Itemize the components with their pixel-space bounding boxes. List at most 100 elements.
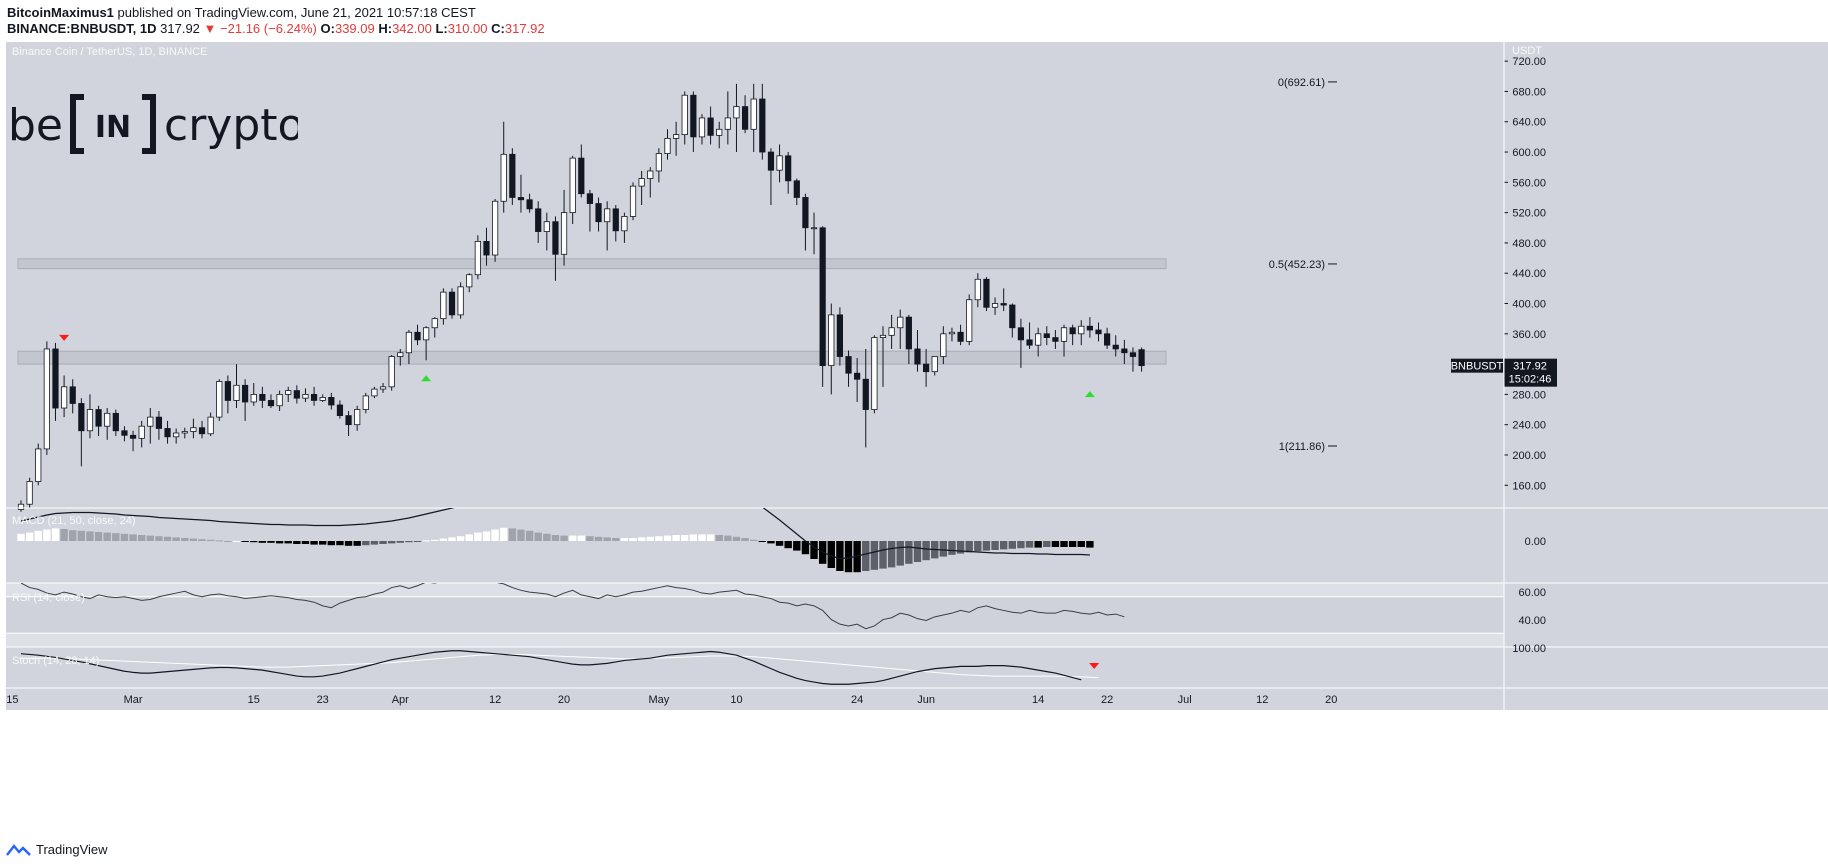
macd-histogram-bar	[448, 537, 456, 541]
bullish-marker-icon	[1084, 391, 1095, 398]
support-resistance-zone	[17, 258, 1167, 270]
candle-body	[147, 416, 154, 427]
candle-body	[207, 416, 214, 435]
price-chart[interactable]: 0(692.61) 0.5(452.23) 1(211.86) Binance Coi…	[0, 42, 1828, 838]
macd-histogram-bar	[396, 541, 404, 543]
time-axis-label: 24	[851, 694, 863, 706]
macd-histogram-bar	[525, 530, 534, 541]
macd-histogram-bar	[215, 540, 223, 542]
candle-body	[1112, 344, 1119, 350]
price-scale-label: 360.00	[1512, 329, 1546, 341]
macd-histogram-bar	[103, 532, 111, 541]
candle-body	[138, 425, 145, 439]
candle-body	[1069, 327, 1076, 335]
macd-histogram-bar	[413, 541, 422, 542]
beincrypto-logo: be IN crypto	[8, 94, 298, 154]
macd-histogram-bar	[293, 541, 301, 544]
macd-histogram-bar	[172, 537, 180, 541]
macd-histogram-bar	[456, 536, 465, 541]
candle-body	[569, 157, 576, 214]
author-name[interactable]: BitcoinMaximus1	[7, 5, 114, 20]
candle-body	[879, 334, 887, 338]
macd-histogram-bar	[250, 541, 258, 543]
candle-body	[586, 193, 594, 204]
macd-histogram-bar	[724, 535, 732, 541]
candle-body	[319, 397, 326, 401]
candle-body	[914, 348, 921, 365]
macd-histogram-bar	[25, 532, 34, 541]
macd-histogram-bar	[568, 535, 577, 541]
macd-histogram-bar	[681, 535, 689, 541]
time-axis-label: 20	[1325, 694, 1337, 706]
ohlc-line: BINANCE:BNBUSDT, 1D 317.92 ▼ −21.16 (−6.…	[7, 21, 545, 36]
candle-body	[466, 274, 473, 288]
low-value: 310.00	[447, 21, 488, 36]
high-value: 342.00	[392, 21, 432, 36]
time-axis-label: May	[648, 694, 669, 706]
stoch-k-line	[20, 650, 1082, 685]
symbol-badge-label: BNBUSDT	[1451, 361, 1504, 373]
macd-histogram-bar	[491, 529, 499, 541]
macd-histogram-bar	[86, 531, 94, 541]
candle-body	[604, 208, 611, 223]
macd-histogram-bar	[913, 541, 922, 562]
time-axis-label: 23	[317, 694, 329, 706]
macd-histogram-bar	[69, 530, 77, 541]
price-scale-label: 280.00	[1512, 389, 1546, 401]
macd-histogram-bar	[508, 528, 517, 541]
macd-histogram-bar	[379, 541, 387, 544]
macd-histogram-bar	[517, 529, 525, 541]
candle-body	[224, 381, 231, 401]
time-axis-label: 12	[1256, 694, 1268, 706]
bullish-marker-icon	[421, 375, 432, 382]
macd-histogram-bar	[939, 541, 948, 557]
candle-body	[690, 94, 697, 138]
candle-body	[129, 434, 137, 439]
price-scale-label: 560.00	[1512, 177, 1546, 189]
candle-body	[35, 448, 42, 482]
candle-body	[655, 153, 662, 172]
close-value: 317.92	[504, 21, 545, 36]
candle-body	[1086, 325, 1093, 331]
time-axis-label: Apr	[392, 694, 409, 706]
candle-body	[181, 431, 188, 434]
candle-body	[397, 352, 404, 357]
candle-body	[1009, 304, 1016, 329]
candle-body	[664, 138, 671, 154]
candle-body	[733, 106, 740, 119]
candle-body	[379, 386, 387, 390]
macd-histogram-bar	[344, 541, 353, 546]
macd-histogram-bar	[534, 532, 542, 541]
candle-body	[854, 372, 861, 380]
candle-body	[785, 155, 792, 182]
macd-histogram-bar	[1034, 541, 1042, 548]
candle-body	[414, 331, 421, 341]
macd-histogram-bar	[784, 541, 792, 549]
macd-histogram-bar	[362, 541, 370, 546]
candle-body	[104, 412, 111, 427]
macd-histogram-bar	[241, 541, 249, 542]
fib-level-label: 0.5(452.23)	[1269, 259, 1325, 271]
macd-histogram-bar	[767, 541, 775, 544]
macd-histogram-bar	[612, 538, 620, 541]
macd-histogram-bar	[301, 541, 310, 544]
candle-body	[759, 98, 766, 153]
candle-body	[724, 117, 731, 130]
macd-histogram-bar	[1043, 541, 1051, 547]
candle-body	[716, 128, 723, 136]
candle-body	[354, 409, 361, 426]
macd-histogram-bar	[189, 538, 198, 541]
macd-histogram-bar	[603, 537, 611, 541]
low-label: L:	[435, 21, 448, 36]
candle-body	[491, 200, 499, 256]
macd-histogram-bar	[353, 541, 361, 546]
footer-brand[interactable]: TradingView	[6, 842, 108, 857]
macd-histogram-bar	[474, 532, 482, 541]
time-axis-label: 10	[730, 694, 742, 706]
stoch-bearish-marker-icon	[1089, 663, 1100, 669]
candle-body	[1017, 327, 1025, 341]
time-axis-label: Jun	[917, 694, 935, 706]
price-scale-label: 520.00	[1512, 208, 1546, 220]
close-label: C:	[491, 21, 505, 36]
macd-scale-label: 0.00	[1525, 536, 1546, 548]
